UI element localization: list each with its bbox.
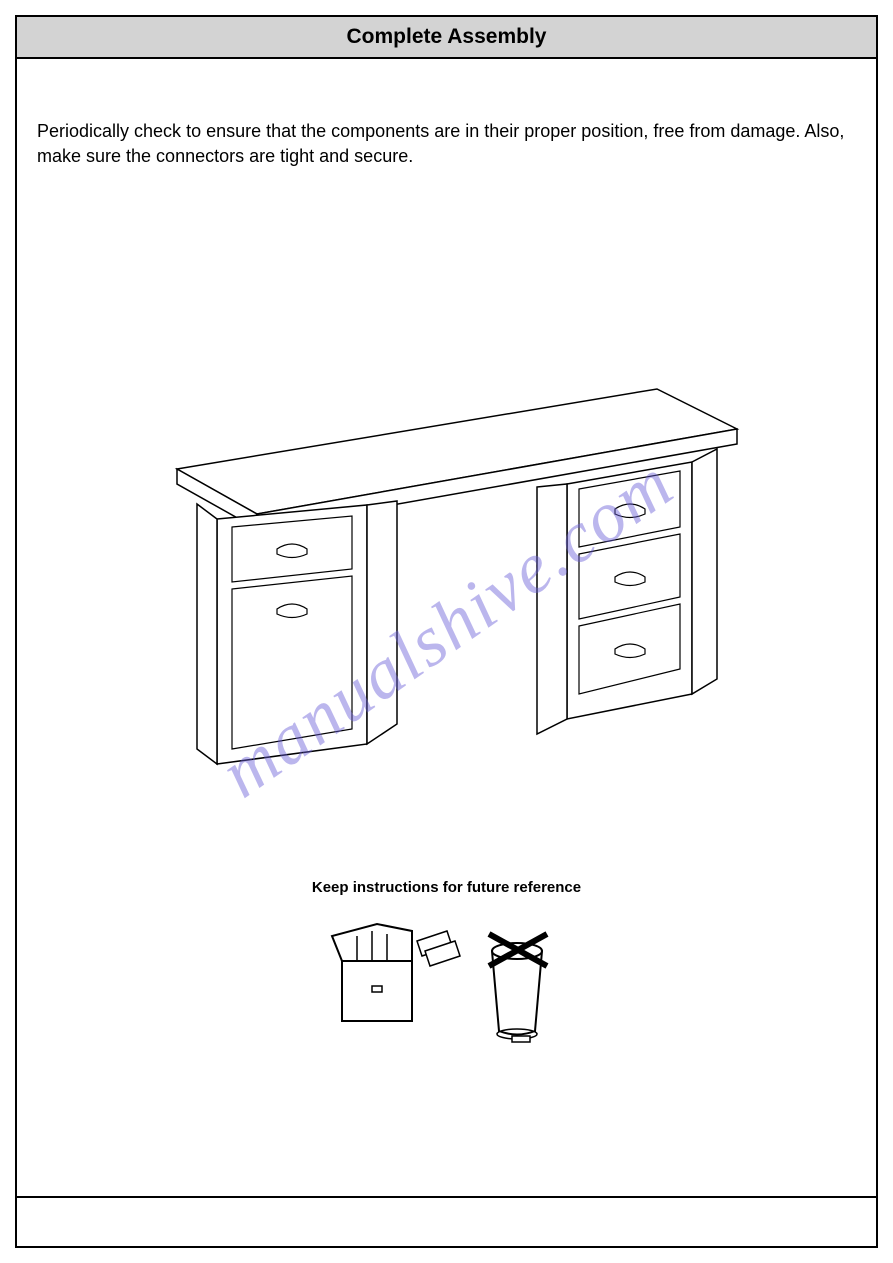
- header-bar: Complete Assembly: [17, 17, 876, 59]
- footer-caption: Keep instructions for future reference: [37, 879, 856, 896]
- header-title: Complete Assembly: [17, 25, 876, 49]
- desk-diagram: [137, 349, 757, 799]
- bottom-border: [17, 1196, 876, 1246]
- content-area: Periodically check to ensure that the co…: [17, 59, 876, 1196]
- page-frame: Complete Assembly Periodically check to …: [15, 15, 878, 1248]
- body-text: Periodically check to ensure that the co…: [37, 119, 856, 169]
- footer-icons: [317, 906, 577, 1046]
